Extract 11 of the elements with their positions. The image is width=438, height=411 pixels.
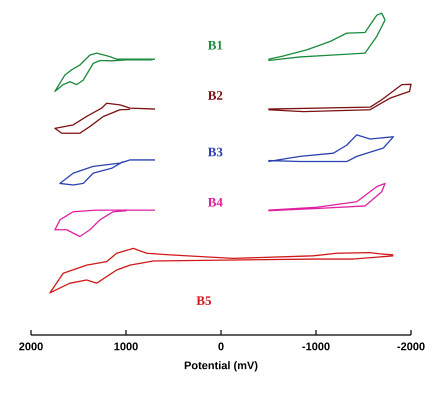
x-tick-label: -1000 — [302, 342, 330, 350]
text: B5 — [196, 296, 212, 305]
text: B2 — [208, 91, 222, 100]
x-tick-label: -2000 — [397, 342, 425, 350]
x-tick-label: 1000 — [114, 342, 138, 350]
text: B1 — [208, 40, 222, 50]
x-tick-label: 2000 — [19, 342, 43, 350]
x-tick-label: 0 — [218, 342, 224, 350]
x-axis-title: Potential (mV) — [184, 361, 258, 372]
text: B4 — [208, 198, 223, 207]
text: B3 — [208, 148, 222, 156]
